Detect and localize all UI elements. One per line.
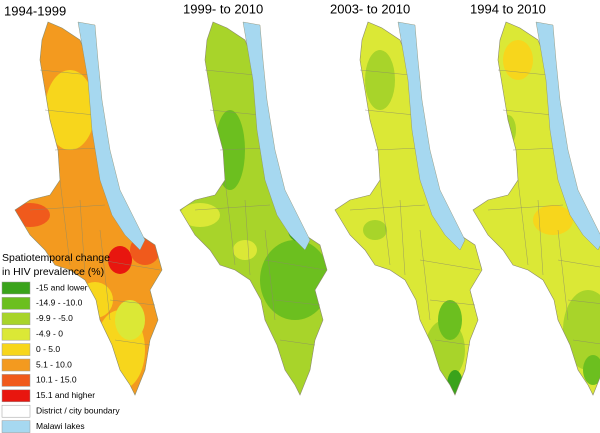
panel-title: 1999- to 2010 [183,1,263,16]
lake [535,21,600,251]
region [108,246,132,274]
district-boundaries [349,69,481,346]
map-panel [334,21,483,396]
region [363,220,387,240]
region [583,355,600,385]
legend-swatch [1,343,31,356]
legend-swatch [1,420,31,433]
legend-swatch [1,374,31,387]
region [15,203,50,227]
lake [242,21,311,251]
legend-label: 5.1 - 10.0 [36,359,72,369]
legend-label: -14.9 - -10.0 [36,298,83,308]
region [115,300,145,340]
legend-label: District / city boundary [36,405,120,415]
panel-title: 1994-1999 [4,3,66,18]
legend-title: in HIV prevalence (%) [2,266,104,278]
legend-swatch [1,404,31,418]
district-boundaries [29,69,161,346]
region [233,240,257,260]
district-boundaries [487,69,600,345]
panel-title: 2003- to 2010 [330,1,410,16]
region [215,110,245,190]
region [503,40,533,80]
legend-label: -4.9 - 0 [36,328,63,338]
region [438,300,462,340]
legend-label: Malawi lakes [36,421,85,431]
lake [77,21,146,251]
legend-label: -9.9 - -5.0 [36,313,73,323]
region [365,50,395,110]
region [45,70,95,150]
region [533,205,573,235]
legend-swatch [1,297,31,310]
region [260,240,327,320]
legend-swatch [1,358,31,372]
legend-label: 10.1 - 15.0 [36,375,77,385]
district-boundaries [194,69,326,346]
region [563,290,600,370]
legend-label: 0 - 5.0 [36,344,60,354]
map-panel [179,21,328,396]
legend-swatch [1,389,31,403]
legend-title: Spatiotemporal change [2,252,110,264]
legend-swatch [1,312,31,326]
region [180,203,220,227]
lake [397,21,466,251]
map-regions [15,22,162,395]
panel-title: 1994 to 2010 [470,1,546,16]
legend-swatch [1,327,31,341]
legend-swatch [1,281,31,295]
map-panel [472,21,600,396]
legend-label: -15 and lower [36,282,88,292]
legend-label: 15.1 and higher [36,390,95,400]
map-panel [14,21,163,396]
